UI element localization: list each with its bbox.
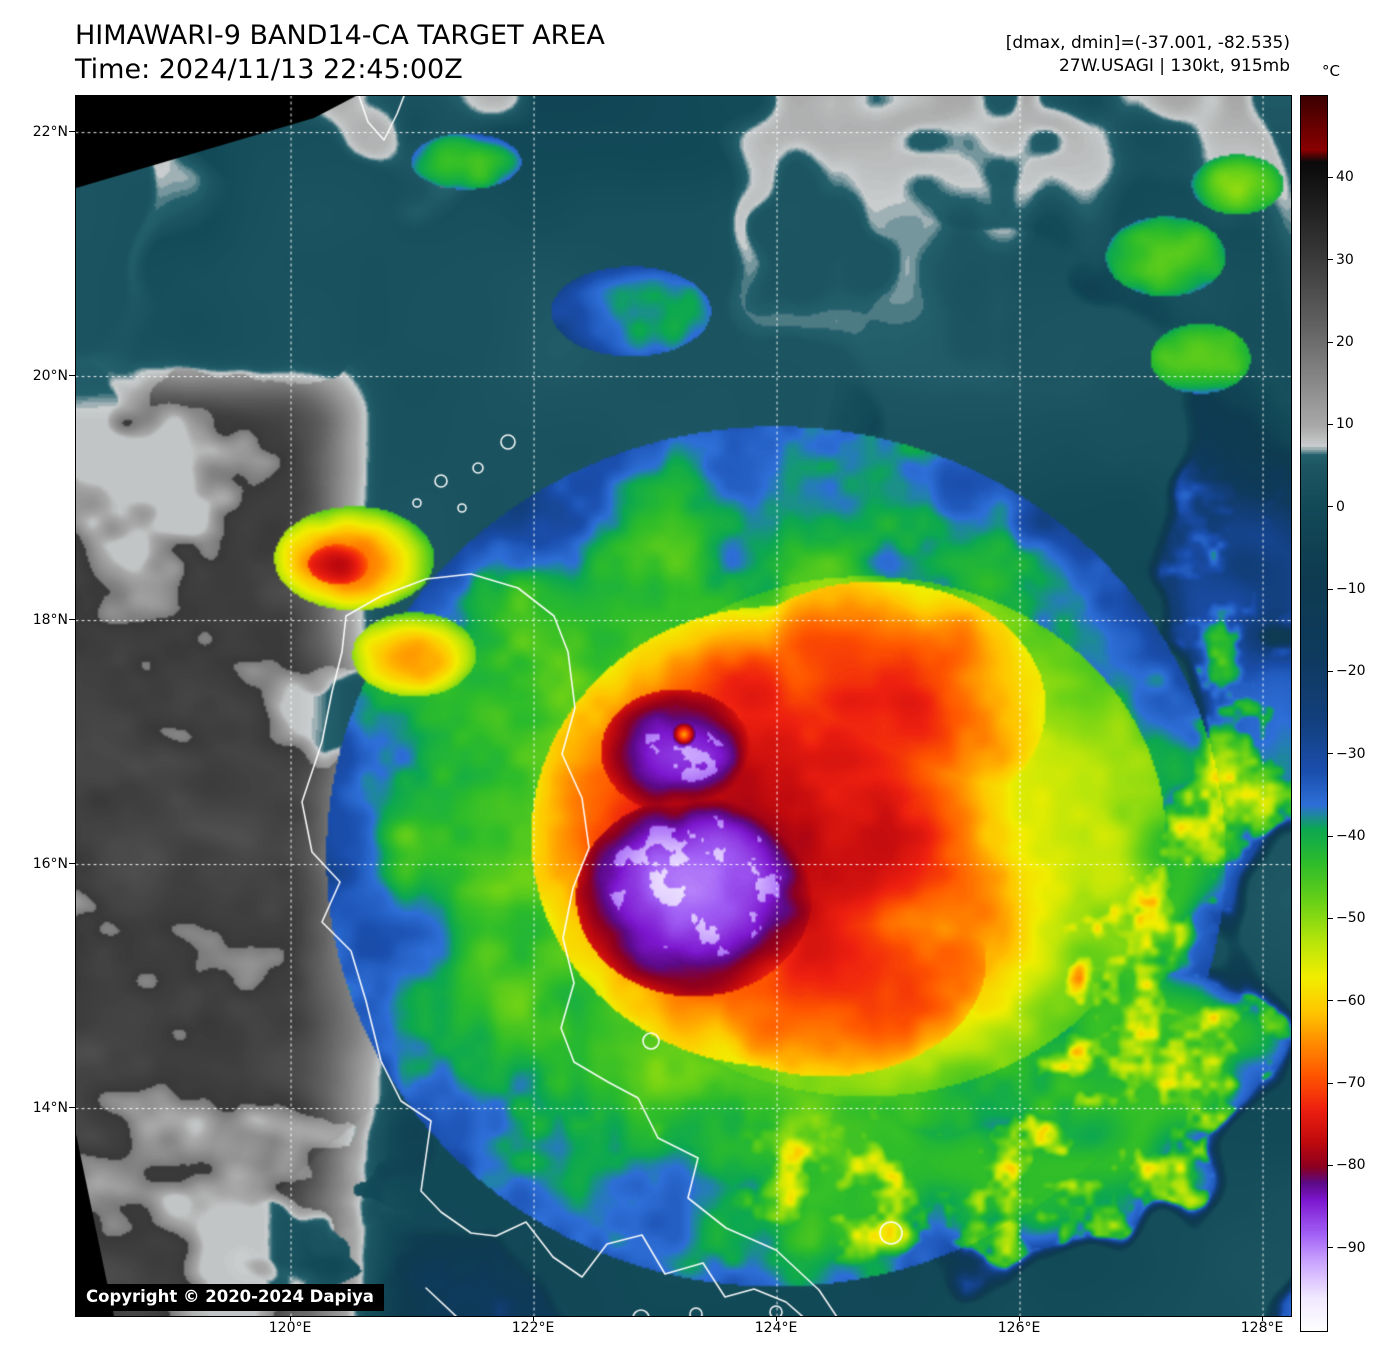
colorbar-tick-mark <box>1328 835 1333 837</box>
colorbar-tick-mark <box>1328 670 1333 672</box>
colorbar <box>1300 95 1328 1332</box>
colorbar-tick-label: −40 <box>1336 828 1366 844</box>
dmax-dmin-text: [dmax, dmin]=(-37.001, -82.535) <box>1005 33 1290 53</box>
lat-tick-label: 16°N <box>32 855 68 872</box>
colorbar-tick-label: 30 <box>1336 251 1354 268</box>
colorbar-tick-mark <box>1328 1247 1333 1249</box>
lat-tick-label: 22°N <box>32 123 68 140</box>
colorbar-tick-label: −30 <box>1336 745 1366 762</box>
lon-tick-mark <box>775 1316 777 1321</box>
lat-tick-label: 20°N <box>32 367 68 384</box>
colorbar-tick-mark <box>1328 423 1333 425</box>
lat-tick-label: 14°N <box>32 1099 68 1116</box>
colorbar-tick-label: −70 <box>1336 1075 1366 1091</box>
colorbar-tick-mark <box>1328 176 1333 178</box>
colorbar-tick-label: −90 <box>1336 1239 1366 1256</box>
storm-info-text: 27W.USAGI | 130kt, 915mb <box>1058 56 1290 76</box>
colorbar-tick-mark <box>1328 259 1333 261</box>
colorbar-tick-label: 10 <box>1336 416 1354 433</box>
lon-tick-label: 124°E <box>754 1320 798 1336</box>
lon-tick-mark <box>1018 1316 1020 1321</box>
colorbar-tick-label: 20 <box>1336 334 1354 350</box>
colorbar-tick-label: 40 <box>1336 169 1354 186</box>
colorbar-tick-label: −10 <box>1336 581 1366 597</box>
lon-tick-mark <box>1261 1316 1263 1321</box>
satellite-map-canvas <box>75 95 1292 1317</box>
colorbar-tick-mark <box>1328 1164 1333 1166</box>
lat-tick-mark <box>69 131 75 133</box>
lon-tick-label: 128°E <box>1240 1320 1284 1336</box>
colorbar-tick-mark <box>1328 506 1333 508</box>
lat-tick-label: 18°N <box>32 611 68 628</box>
colorbar-tick-mark <box>1328 753 1333 755</box>
colorbar-tick-label: −20 <box>1336 663 1366 680</box>
colorbar-tick-label: −80 <box>1336 1157 1366 1174</box>
colorbar-tick-label: −60 <box>1336 992 1366 1009</box>
lat-tick-mark <box>69 863 75 865</box>
colorbar-tick-label: 0 <box>1336 498 1345 515</box>
lon-tick-label: 122°E <box>511 1320 555 1336</box>
colorbar-tick-mark <box>1328 1000 1333 1002</box>
colorbar-unit-label: °C <box>1322 62 1340 80</box>
figure-title: HIMAWARI-9 BAND14-CA TARGET AREA <box>75 20 605 51</box>
colorbar-tick-mark <box>1328 588 1333 590</box>
lon-tick-label: 126°E <box>997 1320 1041 1336</box>
colorbar-tick-label: −50 <box>1336 910 1366 927</box>
colorbar-tick-mark <box>1328 341 1333 343</box>
lat-tick-mark <box>69 619 75 621</box>
lon-tick-mark <box>289 1316 291 1321</box>
annotation-block: [dmax, dmin]=(-37.001, -82.535) 27W.USAG… <box>1006 32 1290 78</box>
lat-tick-mark <box>69 1107 75 1109</box>
colorbar-tick-mark <box>1328 917 1333 919</box>
lat-tick-mark <box>69 375 75 377</box>
lon-tick-mark <box>532 1316 534 1321</box>
lon-tick-label: 120°E <box>268 1320 312 1336</box>
copyright-label: Copyright © 2020-2024 Dapiya <box>76 1284 384 1311</box>
colorbar-tick-mark <box>1328 1082 1333 1084</box>
timestamp: Time: 2024/11/13 22:45:00Z <box>75 54 463 85</box>
